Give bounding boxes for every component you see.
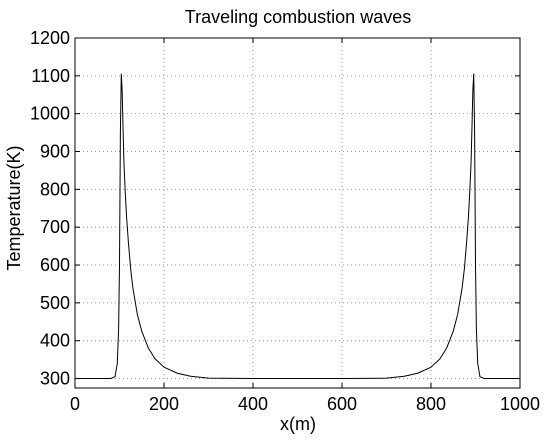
y-tick-label: 700 <box>40 217 70 237</box>
x-tick-label: 600 <box>327 394 357 414</box>
y-tick-label: 800 <box>40 179 70 199</box>
series-line <box>75 73 520 380</box>
x-tick-label: 1000 <box>500 394 540 414</box>
y-axis-title: Temperature(K) <box>4 145 24 270</box>
y-tick-label: 500 <box>40 293 70 313</box>
x-tick-label: 200 <box>149 394 179 414</box>
y-tick-label: 600 <box>40 255 70 275</box>
x-tick-label: 400 <box>238 394 268 414</box>
chart-title: Traveling combustion waves <box>185 7 411 27</box>
y-tick-label: 400 <box>40 331 70 351</box>
y-tick-label: 1200 <box>30 28 70 48</box>
y-tick-label: 300 <box>40 369 70 389</box>
plot-frame <box>74 37 521 389</box>
x-axis-title: x(m) <box>280 414 316 434</box>
y-tick-label: 1000 <box>30 104 70 124</box>
x-tick-label: 0 <box>70 394 80 414</box>
y-tick-label: 1100 <box>31 66 70 86</box>
y-tick-label: 900 <box>40 142 70 162</box>
ticks: 0 200 400 600 800 1000 300 400 500 600 700 800 900 10… <box>30 28 540 414</box>
x-tick-label: 800 <box>416 394 446 414</box>
series-layer <box>75 73 520 380</box>
